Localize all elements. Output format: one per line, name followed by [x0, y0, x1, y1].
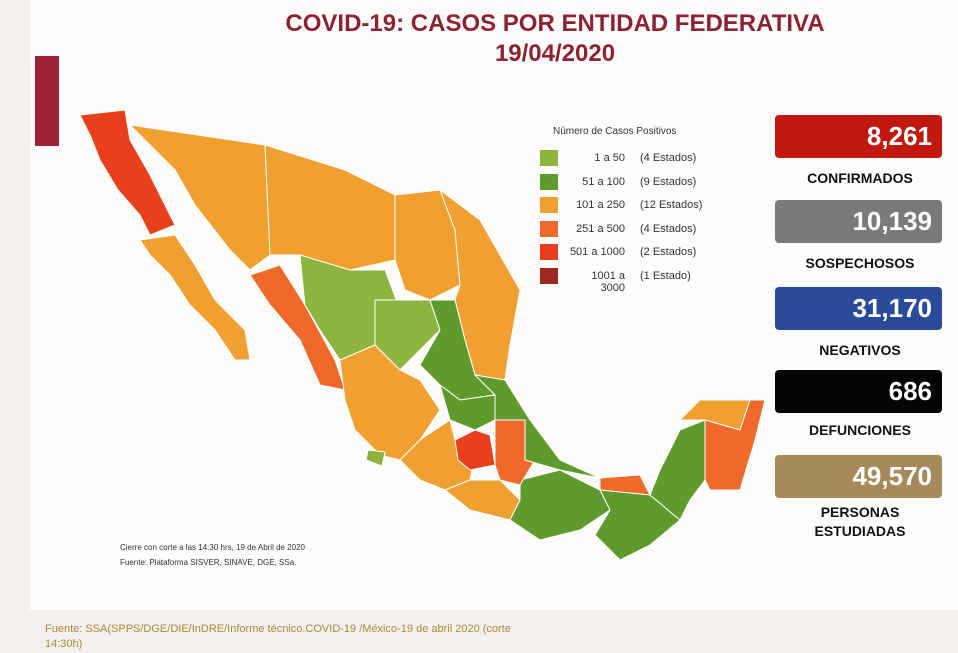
- legend-range: 101 a 250: [576, 199, 625, 211]
- legend-count: (12 Estados): [640, 199, 703, 211]
- state: [509, 469, 611, 541]
- legend-count: (4 Estados): [640, 152, 697, 164]
- stat-label: SOSPECHOSOS: [805, 255, 915, 271]
- legend-swatch: [540, 220, 558, 237]
- legend-swatch: [540, 150, 558, 166]
- stat-value: 10,139: [775, 200, 942, 243]
- legend-range: 1 a 50: [594, 152, 625, 164]
- state: [704, 399, 766, 491]
- legend-range: 51 a 100: [582, 175, 625, 188]
- accent-bar: [35, 56, 59, 146]
- legend-range: 1001 a 3000: [591, 269, 625, 294]
- note: Fuente: Plataforma SISVER, SINAVE, DGE, …: [120, 558, 297, 567]
- stat-label: NEGATIVOS: [819, 342, 901, 358]
- source: Fuente: SSA(SPPS/DGE/DIE/InDRE/Informe t…: [45, 623, 511, 650]
- legend-count: (9 Estados): [640, 175, 697, 188]
- stat-value: 686: [775, 370, 942, 413]
- state: [79, 109, 176, 236]
- legend-swatch: [540, 267, 558, 284]
- stat-value: 49,570: [775, 455, 942, 498]
- legend-swatch: [540, 244, 558, 260]
- legend-count: (1 Estado): [640, 269, 691, 282]
- legend-swatch: [540, 197, 558, 213]
- state: [264, 144, 396, 271]
- stat-label: DEFUNCIONES: [809, 422, 911, 438]
- stat-label: PERSONAS ESTUDIADAS: [814, 504, 906, 539]
- state: [139, 234, 251, 361]
- date: 19/04/2020: [494, 40, 616, 67]
- stat-value: 8,261: [775, 115, 942, 158]
- state: [365, 449, 386, 467]
- legend-count: (4 Estados): [640, 222, 697, 235]
- legend-range: 251 a 500: [576, 222, 625, 235]
- legend-count: (2 Estados): [640, 246, 697, 258]
- legend-swatch: [540, 173, 558, 190]
- stat-value: 31,170: [775, 287, 942, 330]
- legend-title: Número de Casos Positivos: [553, 126, 677, 137]
- state: [444, 479, 521, 521]
- note: Cierre con corte a las 14:30 hrs, 19 de …: [120, 543, 305, 552]
- state: [473, 374, 601, 479]
- stat-label: CONFIRMADOS: [807, 170, 913, 186]
- title: COVID-19: CASOS POR ENTIDAD FEDERATIVA: [285, 10, 825, 37]
- legend-range: 501 a 1000: [569, 246, 625, 258]
